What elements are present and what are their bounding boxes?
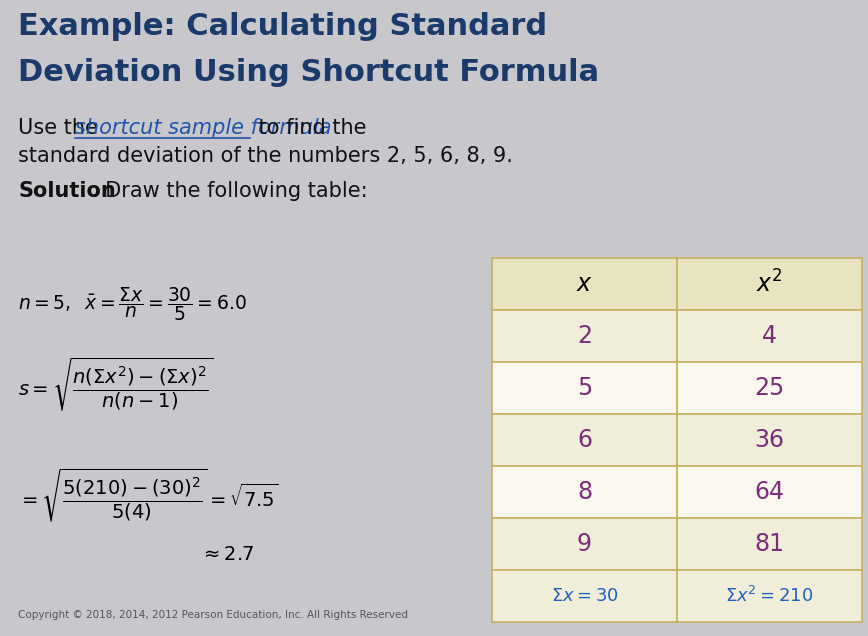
Bar <box>492 466 677 518</box>
Text: standard deviation of the numbers 2, 5, 6, 8, 9.: standard deviation of the numbers 2, 5, … <box>18 146 513 166</box>
Text: $n = 5, \;\; \bar{x} = \dfrac{\Sigma x}{n} = \dfrac{30}{5} = 6.0$: $n = 5, \;\; \bar{x} = \dfrac{\Sigma x}{… <box>18 285 247 323</box>
Text: $x^2$: $x^2$ <box>756 270 783 298</box>
Text: Solution: Solution <box>18 181 115 201</box>
Text: $\Sigma x^2 = 210$: $\Sigma x^2 = 210$ <box>726 586 813 606</box>
Text: to find the: to find the <box>252 118 366 138</box>
Bar <box>492 310 677 362</box>
Text: 2: 2 <box>577 324 592 348</box>
Bar <box>677 466 862 518</box>
Bar <box>492 362 677 414</box>
Bar <box>677 362 862 414</box>
Text: shortcut sample formula: shortcut sample formula <box>75 118 332 138</box>
Text: 25: 25 <box>754 376 785 400</box>
Text: Use the: Use the <box>18 118 104 138</box>
Bar <box>677 570 862 622</box>
Text: 5: 5 <box>577 376 592 400</box>
Bar <box>492 570 677 622</box>
Bar <box>677 518 862 570</box>
Text: $s = \sqrt{\dfrac{n(\Sigma x^2)-(\Sigma x)^2}{n(n-1)}}$: $s = \sqrt{\dfrac{n(\Sigma x^2)-(\Sigma … <box>18 355 214 413</box>
Bar <box>677 258 862 310</box>
Text: $\Sigma x = 30$: $\Sigma x = 30$ <box>550 587 618 605</box>
Bar <box>492 258 677 310</box>
Text: Copyright © 2018, 2014, 2012 Pearson Education, Inc. All Rights Reserved: Copyright © 2018, 2014, 2012 Pearson Edu… <box>18 610 408 620</box>
Text: 81: 81 <box>754 532 785 556</box>
Text: Deviation Using Shortcut Formula: Deviation Using Shortcut Formula <box>18 58 599 87</box>
Bar <box>492 414 677 466</box>
Text: $\approx 2.7$: $\approx 2.7$ <box>200 545 253 564</box>
Text: 8: 8 <box>577 480 592 504</box>
Text: Example: Calculating Standard: Example: Calculating Standard <box>18 12 547 41</box>
Text: $x$: $x$ <box>576 272 593 296</box>
Text: $= \sqrt{\dfrac{5(210)-(30)^2}{5(4)}} = \sqrt{7.5}$: $= \sqrt{\dfrac{5(210)-(30)^2}{5(4)}} = … <box>18 466 279 523</box>
Text: . Draw the following table:: . Draw the following table: <box>92 181 368 201</box>
Text: 36: 36 <box>754 428 785 452</box>
Text: 6: 6 <box>577 428 592 452</box>
Text: 9: 9 <box>577 532 592 556</box>
Text: 4: 4 <box>762 324 777 348</box>
Text: 64: 64 <box>754 480 785 504</box>
Bar <box>677 310 862 362</box>
Bar <box>492 518 677 570</box>
Bar <box>677 414 862 466</box>
